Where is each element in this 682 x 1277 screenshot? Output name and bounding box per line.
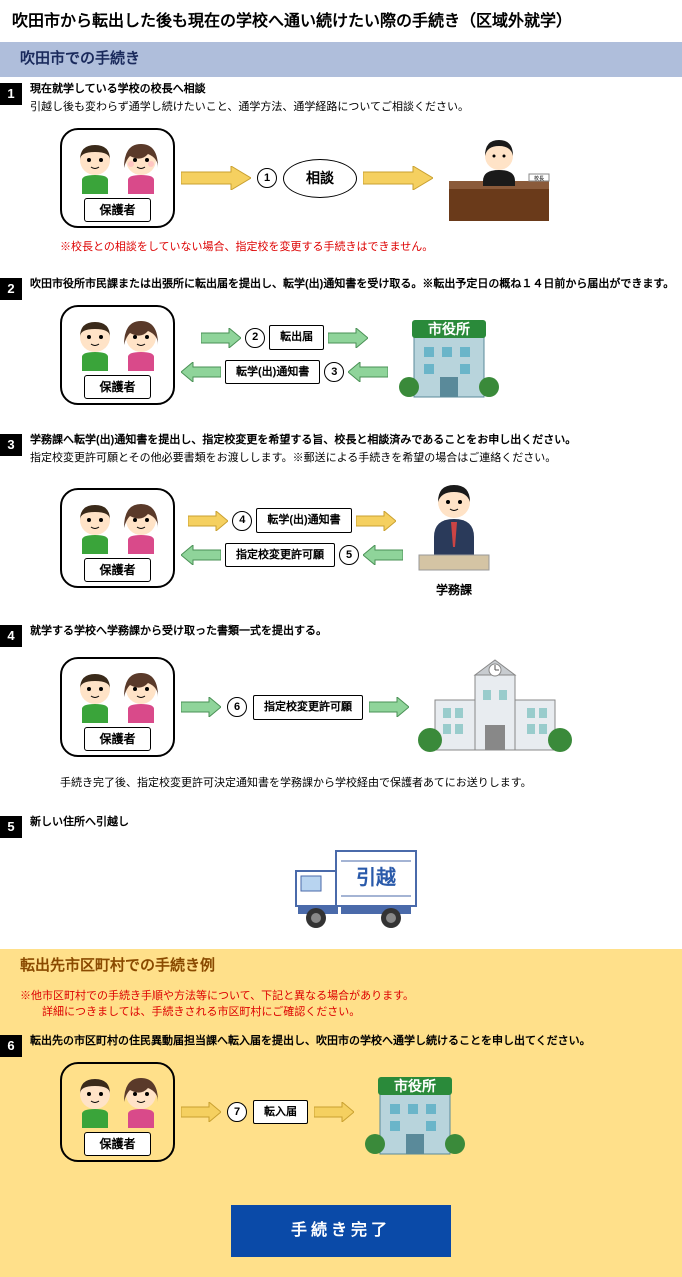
guardian-female-icon: [118, 317, 164, 371]
guardian-label: 保護者: [84, 1132, 150, 1156]
guardian-male-icon: [72, 317, 118, 371]
arrow-right-icon: [363, 166, 433, 190]
step-num-5: 5: [0, 816, 22, 838]
guardian-label: 保護者: [84, 375, 150, 399]
arrow-left-icon: [363, 545, 403, 565]
arrow-right-icon: [356, 511, 396, 531]
arrow-left-icon: [181, 362, 221, 382]
step-4: 4 就学する学校へ学務課から受け取った書類一式を提出する。 保護者 6 指定校変…: [0, 619, 682, 810]
svg-text:市役所: 市役所: [428, 321, 470, 337]
step4-head: 就学する学校へ学務課から受け取った書類一式を提出する。: [30, 623, 682, 640]
doc-shitei: 指定校変更許可願: [225, 543, 335, 568]
step5-head: 新しい住所へ引越し: [30, 814, 682, 831]
step3-desc: 指定校変更許可願とその他必要書類をお渡しします。※郵送による手続きを希望の場合は…: [30, 450, 682, 467]
step-num-2: 2: [0, 278, 22, 300]
circ-7: 7: [227, 1102, 247, 1122]
arrow-right-icon: [181, 166, 251, 190]
step-5: 5 新しい住所へ引越し 引越: [0, 810, 682, 950]
step-2: 2 吹田市役所市民課または出張所に転出届を提出し、転学(出)通知書を受け取る。※…: [0, 272, 682, 428]
guardian-box: 保護者: [60, 305, 175, 405]
guardian-label: 保護者: [84, 558, 150, 582]
arrow-right-icon: [369, 697, 409, 717]
step-num-3: 3: [0, 434, 22, 456]
step-1: 1 現在就学している学校の校長へ相談 引越し後も変わらず通学し続けたいこと、通学…: [0, 77, 682, 272]
step-num-4: 4: [0, 625, 22, 647]
step-num-1: 1: [0, 83, 22, 105]
section1-header: 吹田市での手続き: [0, 42, 682, 77]
guardian-female-icon: [118, 500, 164, 554]
circ-3: 3: [324, 362, 344, 382]
arrow-right-icon: [201, 328, 241, 348]
guardian-male-icon: [72, 500, 118, 554]
circ-1: 1: [257, 168, 277, 188]
principal-icon: 校長: [439, 126, 559, 232]
doc-tennyuu: 転入届: [253, 1100, 308, 1125]
guardian-female-icon: [118, 140, 164, 194]
section-2: 転出先市区町村での手続き例 ※他市区町村での手続き手順や方法等について、下記と異…: [0, 949, 682, 1277]
step-6: 6 転出先の市区町村の住民異動届担当課へ転入届を提出し、吹田市の学校へ通学し続け…: [0, 1029, 682, 1185]
step2-head: 吹田市役所市民課または出張所に転出届を提出し、転学(出)通知書を受け取る。※転出…: [30, 276, 682, 293]
step1-desc: 引越し後も変わらず通学し続けたいこと、通学方法、通学経路についてご相談ください。: [30, 99, 682, 116]
guardian-label: 保護者: [84, 198, 150, 222]
page-title: 吹田市から転出した後も現在の学校へ通い続けたい際の手続き（区域外就学）: [0, 0, 682, 42]
arrow-right-icon: [314, 1102, 354, 1122]
step1-warning: ※校長との相談をしていない場合、指定校を変更する手続きはできません。: [60, 239, 682, 256]
guardian-label: 保護者: [84, 727, 150, 751]
cityhall-icon: 市役所: [394, 302, 504, 408]
section2-warning: ※他市区町村での手続き手順や方法等について、下記と異なる場合があります。 詳細に…: [0, 984, 682, 1029]
guardian-male-icon: [72, 140, 118, 194]
official-label: 学務課: [409, 581, 499, 599]
done-button[interactable]: 手続き完了: [231, 1205, 451, 1257]
moving-truck-icon: 引越: [286, 836, 426, 931]
step6-head: 転出先の市区町村の住民異動届担当課へ転入届を提出し、吹田市の学校へ通学し続けるこ…: [30, 1033, 682, 1050]
circ-5: 5: [339, 545, 359, 565]
official-icon: 学務課: [409, 477, 499, 600]
arrow-right-icon: [181, 1102, 221, 1122]
circ-4: 4: [232, 511, 252, 531]
step1-head: 現在就学している学校の校長へ相談: [30, 81, 682, 98]
guardian-male-icon: [72, 1074, 118, 1128]
doc-tengaku2: 転学(出)通知書: [256, 508, 351, 533]
cityhall-icon: 市役所: [360, 1059, 470, 1165]
school-icon: [415, 650, 575, 766]
svg-text:市役所: 市役所: [394, 1078, 436, 1094]
step3-head: 学務課へ転学(出)通知書を提出し、指定校変更を希望する旨、校長と相談済みであるこ…: [30, 432, 682, 449]
step4-footer: 手続き完了後、指定校変更許可決定通知書を学務課から学校経由で保護者あてにお送りし…: [60, 775, 652, 792]
arrow-right-icon: [328, 328, 368, 348]
arrow-right-icon: [181, 697, 221, 717]
arrow-left-icon: [181, 545, 221, 565]
guardian-box: 保護者: [60, 657, 175, 757]
svg-text:校長: 校長: [534, 175, 544, 182]
consult-label: 相談: [283, 159, 357, 198]
doc-shitei2: 指定校変更許可願: [253, 695, 363, 720]
svg-text:引越: 引越: [356, 865, 397, 889]
guardian-box: 保護者: [60, 128, 175, 228]
section2-header: 転出先市区町村での手続き例: [0, 949, 682, 984]
guardian-female-icon: [118, 669, 164, 723]
step-3: 3 学務課へ転学(出)通知書を提出し、指定校変更を希望する旨、校長と相談済みであ…: [0, 428, 682, 620]
doc-tenshutsu: 転出届: [269, 325, 324, 350]
guardian-box: 保護者: [60, 488, 175, 588]
step-num-6: 6: [0, 1035, 22, 1057]
circ-6: 6: [227, 697, 247, 717]
circ-2: 2: [245, 328, 265, 348]
arrow-right-icon: [188, 511, 228, 531]
guardian-box: 保護者: [60, 1062, 175, 1162]
guardian-male-icon: [72, 669, 118, 723]
doc-tengaku: 転学(出)通知書: [225, 360, 320, 385]
arrow-left-icon: [348, 362, 388, 382]
guardian-female-icon: [118, 1074, 164, 1128]
